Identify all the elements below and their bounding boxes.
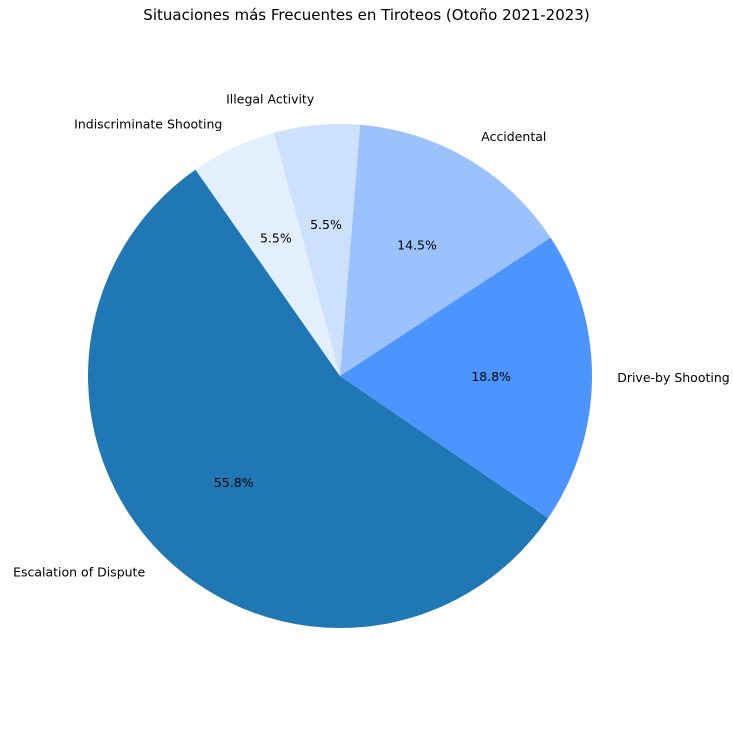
slice-label-indiscriminate-shooting: Indiscriminate Shooting: [74, 116, 222, 131]
chart-title: Situaciones más Frecuentes en Tiroteos (…: [143, 6, 590, 24]
slice-label-accidental: Accidental: [481, 129, 546, 144]
pct-label-drive-by-shooting: 18.8%: [471, 369, 511, 384]
pct-label-accidental: 14.5%: [397, 237, 437, 252]
slice-label-drive-by-shooting: Drive-by Shooting: [617, 370, 730, 385]
slice-label-escalation-of-dispute: Escalation of Dispute: [13, 565, 145, 580]
pie-slice-illegal-activity: [273, 124, 361, 377]
pie-slice-indiscriminate-shooting: [195, 132, 340, 376]
pct-label-escalation-of-dispute: 55.8%: [214, 475, 254, 490]
pct-label-indiscriminate-shooting: 5.5%: [260, 231, 292, 246]
pct-label-illegal-activity: 5.5%: [310, 217, 342, 232]
slice-label-illegal-activity: Illegal Activity: [226, 91, 315, 106]
pie-slice-drive-by-shooting: [340, 237, 592, 519]
pie-slice-escalation-of-dispute: [88, 169, 549, 628]
pie-slice-accidental: [340, 124, 551, 377]
